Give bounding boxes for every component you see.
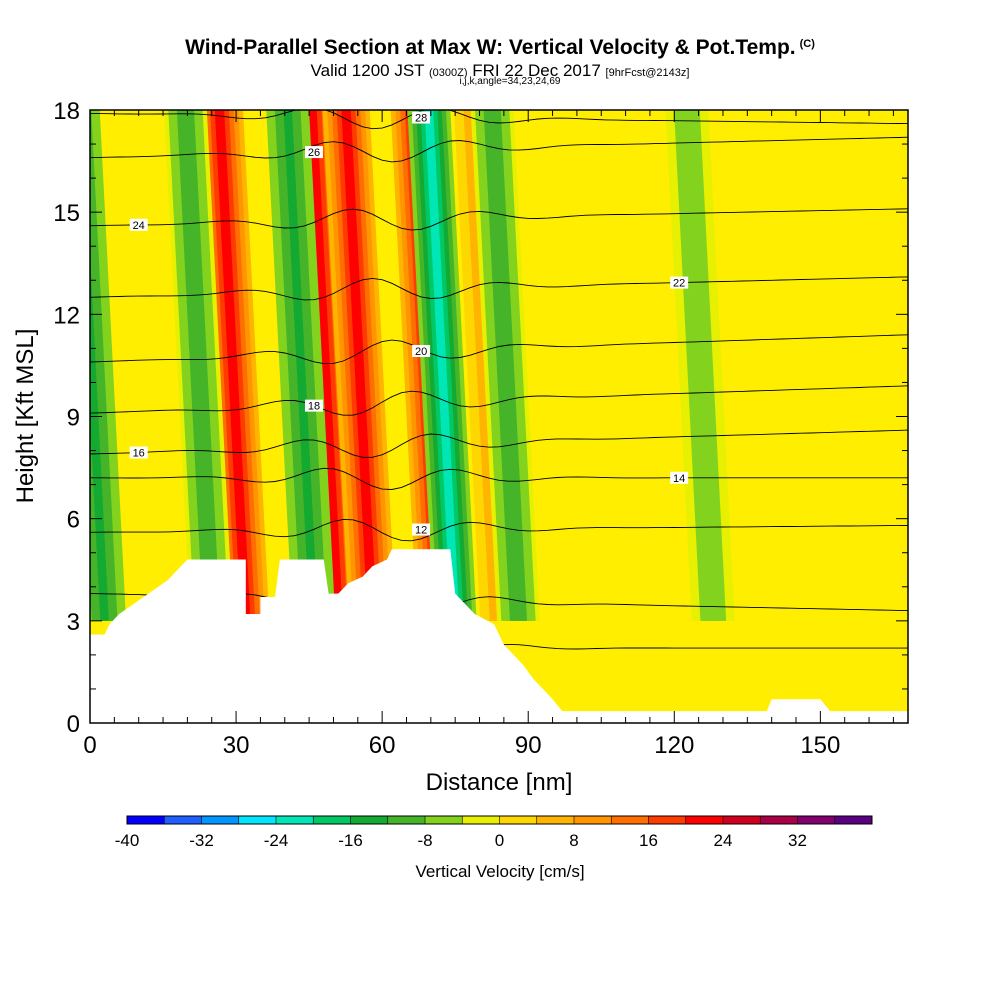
colorbar-tick-label: 24 xyxy=(714,831,733,850)
x-tick-label: 150 xyxy=(800,732,840,759)
x-axis-label: Distance [nm] xyxy=(426,769,573,796)
isotherm-label: 22 xyxy=(670,276,689,290)
colorbar-swatch xyxy=(574,816,612,824)
colorbar-tick-label: 8 xyxy=(569,831,578,850)
isotherm-label: 20 xyxy=(412,344,431,358)
isotherm-label: 28 xyxy=(412,111,431,125)
y-tick-label: 0 xyxy=(67,711,80,738)
forecast-info: [9hrFcst@2143z] xyxy=(605,67,690,79)
isotherm-label-text: 28 xyxy=(415,113,427,125)
isotherm-line xyxy=(90,429,908,458)
colorbar-swatch xyxy=(313,816,351,824)
colorbar-swatch xyxy=(201,816,240,824)
colorbar-swatch xyxy=(462,816,500,824)
velocity-band xyxy=(341,110,378,621)
isotherm-label: 12 xyxy=(412,523,431,537)
chart-subtitle: Valid 1200 JST (0300Z) FRI 22 Dec 2017 [… xyxy=(0,61,1000,81)
colorbar-tick-label: -8 xyxy=(417,831,432,850)
valid-utc: (0300Z) xyxy=(429,67,468,79)
colorbar-label: Vertical Velocity [cm/s] xyxy=(415,862,585,881)
isotherm-line xyxy=(90,110,908,130)
isotherm-label-text: 22 xyxy=(673,278,685,290)
chart-title-text: Wind-Parallel Section at Max W: Vertical… xyxy=(185,36,796,59)
grid-index-text: i,j,k,angle=34,23,24,69 xyxy=(459,76,561,87)
colorbar-tick-label: -40 xyxy=(115,831,140,850)
colorbar-swatch xyxy=(536,816,575,824)
isotherm-label-text: 12 xyxy=(415,525,427,537)
isotherm-label-text: 24 xyxy=(133,220,145,232)
isotherm-line xyxy=(90,518,908,542)
y-tick-label: 12 xyxy=(53,302,80,329)
chart-title-unit: (C) xyxy=(799,38,815,50)
isotherm-label-text: 20 xyxy=(415,346,427,358)
velocity-band xyxy=(424,110,460,621)
y-axis-label: Height [Kft MSL] xyxy=(12,329,39,504)
colorbar-tick-label: 32 xyxy=(788,831,807,850)
isotherm-line xyxy=(90,385,908,416)
colorbar-tick-label: 16 xyxy=(639,831,658,850)
y-tick-label: 3 xyxy=(67,609,80,636)
y-tick-label: 6 xyxy=(67,507,80,534)
isotherm-label-text: 18 xyxy=(308,401,320,413)
isotherm-label: 14 xyxy=(670,471,689,485)
colorbar-tick-label: -24 xyxy=(264,831,289,850)
axes: 0 30 60 90 120 150 0 3 6 9 12 15 18 xyxy=(53,98,908,759)
velocity-band xyxy=(181,110,217,621)
terrain-mask xyxy=(90,549,908,723)
velocity-band xyxy=(307,110,344,621)
isotherm-label: 26 xyxy=(304,146,323,159)
isotherm-label-text: 26 xyxy=(308,147,320,159)
colorbar-swatch xyxy=(648,816,687,824)
colorbar-swatch xyxy=(276,816,314,824)
grid-index-info: i,j,k,angle=34,23,24,69 xyxy=(0,76,1000,87)
velocity-band xyxy=(214,110,251,621)
isotherm-line xyxy=(90,334,908,365)
velocity-band xyxy=(90,253,109,621)
isotherm-line xyxy=(90,467,908,490)
x-tick-label: 90 xyxy=(515,732,542,759)
colorbar-swatch xyxy=(127,816,165,824)
terrain xyxy=(90,549,908,723)
colorbar: -40 -32 -24 -16 -8 0 8 16 24 32 xyxy=(115,815,873,850)
colorbar-swatch xyxy=(797,816,836,824)
x-tick-label: 30 xyxy=(223,732,250,759)
y-tick-label: 15 xyxy=(53,200,80,227)
x-tick-label: 0 xyxy=(83,732,96,759)
colorbar-swatch xyxy=(723,816,761,824)
x-tick-label: 60 xyxy=(369,732,396,759)
isotherm-line xyxy=(90,208,908,231)
colorbar-tick-label: -32 xyxy=(189,831,214,850)
colorbar-swatch xyxy=(760,816,798,824)
y-tick-label: 9 xyxy=(67,405,80,432)
valid-date: FRI 22 Dec 2017 xyxy=(472,61,601,80)
x-tick-label: 120 xyxy=(654,732,694,759)
colorbar-swatch xyxy=(238,816,277,824)
colorbar-swatch xyxy=(350,816,389,824)
valid-time: Valid 1200 JST xyxy=(310,61,425,80)
y-tick-label: 18 xyxy=(53,98,80,125)
colorbar-tick-label: 0 xyxy=(495,831,504,850)
isotherm-label-text: 14 xyxy=(673,473,685,485)
colorbar-swatch xyxy=(685,816,724,824)
velocity-band xyxy=(682,110,718,621)
isotherm-label: 18 xyxy=(304,399,323,413)
isotherm-line xyxy=(90,136,908,163)
colorbar-swatch xyxy=(611,816,649,824)
isotherm-label: 16 xyxy=(129,446,148,460)
velocity-band xyxy=(487,110,523,621)
isotherm-label: 24 xyxy=(129,218,148,232)
colorbar-tick-label: -16 xyxy=(338,831,363,850)
velocity-band xyxy=(283,110,319,621)
isotherm-line xyxy=(90,276,908,301)
colorbar-swatch xyxy=(499,816,538,824)
isotherm-label-text: 16 xyxy=(133,448,145,460)
colorbar-swatch xyxy=(387,816,426,824)
colorbar-swatch xyxy=(164,816,202,824)
colorbar-swatch xyxy=(425,816,463,824)
chart-title: Wind-Parallel Section at Max W: Vertical… xyxy=(0,36,1000,60)
colorbar-swatch xyxy=(834,816,873,824)
